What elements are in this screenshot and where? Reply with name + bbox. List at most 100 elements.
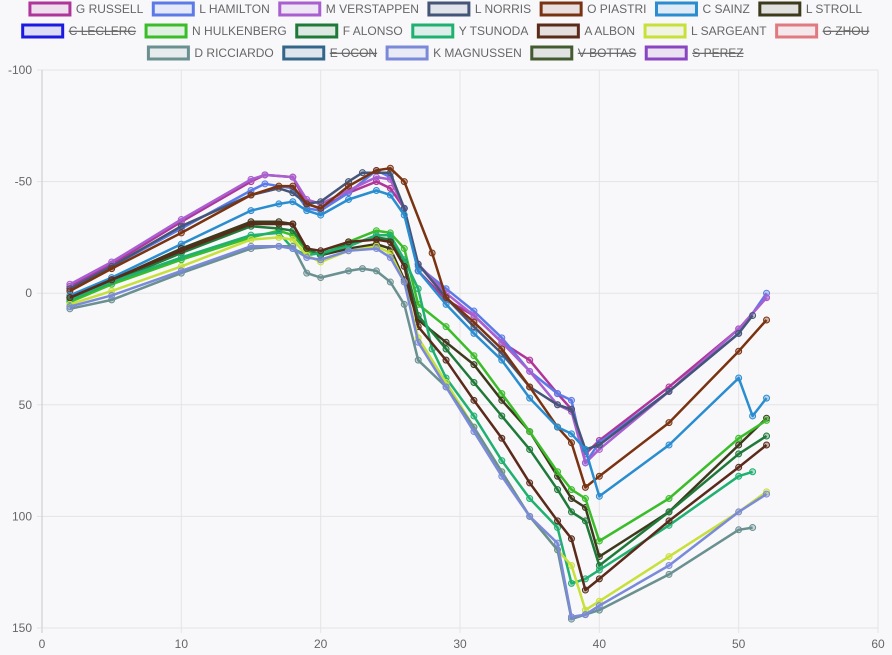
- data-point[interactable]: [386, 164, 394, 172]
- data-point[interactable]: [763, 432, 771, 440]
- data-point[interactable]: [303, 269, 311, 277]
- legend-item[interactable]: M VERSTAPPEN: [278, 1, 419, 17]
- data-point[interactable]: [177, 267, 185, 275]
- data-point[interactable]: [372, 267, 380, 275]
- data-point[interactable]: [498, 396, 506, 404]
- data-point[interactable]: [498, 472, 506, 480]
- data-point[interactable]: [470, 428, 478, 436]
- data-point[interactable]: [470, 318, 478, 326]
- legend-item[interactable]: D RICCIARDO: [146, 45, 274, 61]
- legend-item[interactable]: A ALBON: [536, 23, 635, 39]
- data-point[interactable]: [247, 207, 255, 215]
- data-point[interactable]: [526, 512, 534, 520]
- legend-item[interactable]: N HULKENBERG: [144, 23, 287, 39]
- data-point[interactable]: [177, 247, 185, 255]
- data-point[interactable]: [400, 211, 408, 219]
- legend-item[interactable]: E OCON: [282, 45, 377, 61]
- data-point[interactable]: [386, 191, 394, 199]
- data-point[interactable]: [665, 419, 673, 427]
- data-point[interactable]: [581, 483, 589, 491]
- data-point[interactable]: [317, 211, 325, 219]
- data-point[interactable]: [442, 383, 450, 391]
- legend-item[interactable]: L HAMILTON: [151, 1, 270, 17]
- data-point[interactable]: [567, 508, 575, 516]
- data-point[interactable]: [442, 345, 450, 353]
- legend-item[interactable]: S PEREZ: [644, 45, 744, 61]
- data-point[interactable]: [567, 535, 575, 543]
- data-point[interactable]: [595, 537, 603, 545]
- data-point[interactable]: [498, 412, 506, 420]
- data-point[interactable]: [428, 249, 436, 257]
- data-point[interactable]: [763, 490, 771, 498]
- data-point[interactable]: [567, 562, 575, 570]
- legend-item[interactable]: O PIASTRI: [539, 1, 646, 17]
- data-point[interactable]: [665, 517, 673, 525]
- data-point[interactable]: [414, 285, 422, 293]
- data-point[interactable]: [442, 338, 450, 346]
- data-point[interactable]: [567, 579, 575, 587]
- data-point[interactable]: [177, 229, 185, 237]
- data-point[interactable]: [735, 450, 743, 458]
- data-point[interactable]: [735, 526, 743, 534]
- data-point[interactable]: [526, 356, 534, 364]
- data-point[interactable]: [400, 245, 408, 253]
- data-point[interactable]: [595, 441, 603, 449]
- data-point[interactable]: [400, 300, 408, 308]
- data-point[interactable]: [595, 575, 603, 583]
- data-point[interactable]: [289, 236, 297, 244]
- data-point[interactable]: [177, 222, 185, 230]
- data-point[interactable]: [470, 352, 478, 360]
- data-point[interactable]: [442, 356, 450, 364]
- data-point[interactable]: [414, 267, 422, 275]
- data-point[interactable]: [665, 441, 673, 449]
- data-point[interactable]: [581, 517, 589, 525]
- data-point[interactable]: [247, 191, 255, 199]
- data-point[interactable]: [303, 207, 311, 215]
- data-point[interactable]: [428, 345, 436, 353]
- data-point[interactable]: [526, 428, 534, 436]
- data-point[interactable]: [735, 434, 743, 442]
- data-point[interactable]: [358, 169, 366, 177]
- data-point[interactable]: [554, 517, 562, 525]
- data-point[interactable]: [66, 294, 74, 302]
- data-point[interactable]: [289, 182, 297, 190]
- data-point[interactable]: [358, 265, 366, 273]
- data-point[interactable]: [470, 361, 478, 369]
- data-point[interactable]: [317, 274, 325, 282]
- data-point[interactable]: [275, 242, 283, 250]
- data-point[interactable]: [400, 262, 408, 270]
- data-point[interactable]: [498, 345, 506, 353]
- data-point[interactable]: [289, 220, 297, 228]
- data-point[interactable]: [386, 253, 394, 261]
- data-point[interactable]: [567, 486, 575, 494]
- data-point[interactable]: [749, 524, 757, 532]
- data-point[interactable]: [554, 468, 562, 476]
- data-point[interactable]: [735, 472, 743, 480]
- data-point[interactable]: [581, 445, 589, 453]
- data-point[interactable]: [317, 247, 325, 255]
- data-point[interactable]: [526, 479, 534, 487]
- data-point[interactable]: [595, 472, 603, 480]
- data-point[interactable]: [749, 412, 757, 420]
- data-point[interactable]: [763, 294, 771, 302]
- data-point[interactable]: [665, 553, 673, 561]
- data-point[interactable]: [317, 198, 325, 206]
- data-point[interactable]: [526, 445, 534, 453]
- data-point[interactable]: [108, 276, 116, 284]
- data-point[interactable]: [345, 182, 353, 190]
- data-point[interactable]: [66, 303, 74, 311]
- data-point[interactable]: [595, 492, 603, 500]
- data-point[interactable]: [749, 312, 757, 320]
- data-point[interactable]: [108, 265, 116, 273]
- data-point[interactable]: [289, 198, 297, 206]
- data-point[interactable]: [554, 486, 562, 494]
- legend-item[interactable]: G RUSSELL: [28, 1, 144, 17]
- data-point[interactable]: [735, 441, 743, 449]
- data-point[interactable]: [554, 539, 562, 547]
- data-point[interactable]: [289, 173, 297, 181]
- data-point[interactable]: [665, 562, 673, 570]
- data-point[interactable]: [498, 356, 506, 364]
- legend-item[interactable]: Y TSUNODA: [411, 23, 529, 39]
- data-point[interactable]: [665, 387, 673, 395]
- data-point[interactable]: [275, 182, 283, 190]
